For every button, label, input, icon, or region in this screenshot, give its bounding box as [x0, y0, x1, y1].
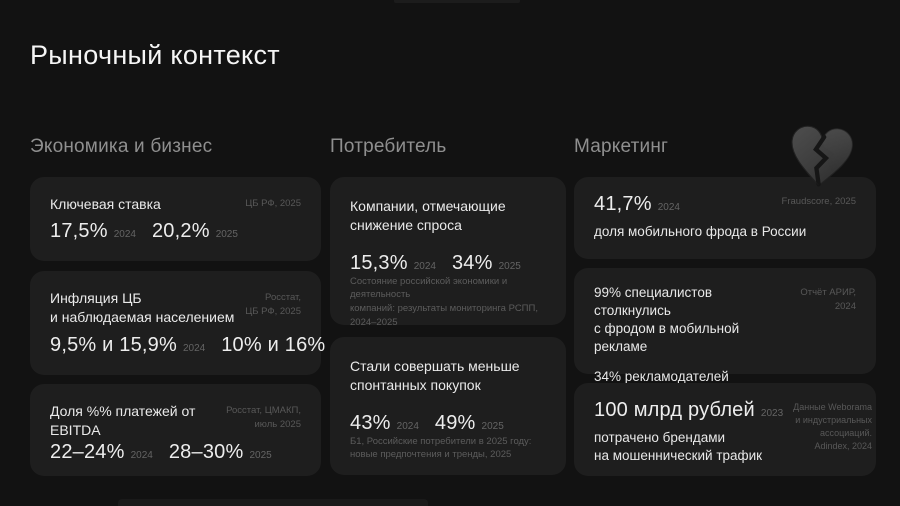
- card-spend-source: Данные Weborama и индустриальных ассоциа…: [793, 402, 873, 452]
- stat-year: 2024: [657, 202, 680, 213]
- card-demand-footnote: Состояние российской экономики и деятель…: [350, 275, 538, 328]
- card-fraud-label: доля мобильного фрода в России: [594, 224, 807, 239]
- card-inflation-label: Инфляция ЦБ и наблюдаемая населением: [50, 290, 235, 326]
- card-ebitda-source: Росстат, ЦМАКП, июль 2025: [226, 405, 301, 430]
- card-inflation: Инфляция ЦБ и наблюдаемая населением Рос…: [30, 271, 354, 375]
- stat-value: 10% и 16%: [221, 334, 326, 356]
- card-mobile-fraud-share: 41,7% 2024 Fraudscore, 2025 доля мобильн…: [574, 177, 876, 259]
- stat-line: 99% специалистов столкнулись с фродом в …: [594, 285, 740, 355]
- stat-year: 2025: [481, 420, 504, 432]
- card-fraud-spend-text: 100 млрд рублей 2023 потрачено брендами …: [594, 399, 783, 465]
- column-consumer-header: Потребитель: [330, 136, 447, 157]
- stat-value: 100 млрд рублей: [594, 399, 755, 421]
- card-fraud-specialists: 99% специалистов столкнулись с фродом в …: [574, 268, 876, 420]
- stat-value: 15,3%: [350, 251, 408, 274]
- column-consumer: Потребитель Компании, отмечающие снижени…: [330, 136, 566, 475]
- card-spend-label: потрачено брендами на мошеннический траф…: [594, 430, 763, 464]
- stat-value: 28–30%: [168, 440, 244, 463]
- column-marketing-header: Маркетинг: [574, 136, 669, 157]
- card-ebitda-payments: Доля %% платежей от EBITDA Росстат, ЦМАК…: [30, 384, 321, 476]
- column-marketing: Маркетинг 41,7% 2024 Fraudscore, 2025 до…: [574, 136, 876, 476]
- stat-year: 2023: [760, 408, 784, 419]
- card-key-rate: Ключевая ставка ЦБ РФ, 2025 17,5% 2024 2…: [30, 177, 321, 261]
- stat-year: 2025: [249, 449, 272, 461]
- card-inflation-source: Росстат, ЦБ РФ, 2025: [245, 292, 301, 317]
- stat-year: 2024: [113, 229, 136, 240]
- card-purchases-label: Стали совершать меньше спонтанных покупо…: [350, 358, 520, 394]
- top-edge-decoration: [394, 0, 520, 3]
- stat-year: 2025: [215, 229, 238, 240]
- stat-value: 20,2%: [151, 220, 210, 242]
- stat-value: 49%: [434, 411, 476, 434]
- stat-year: 2024: [182, 343, 206, 354]
- card-key-rate-source: ЦБ РФ, 2025: [245, 198, 301, 209]
- card-purchases-footnote: Б1, Российские потребители в 2025 году: …: [350, 435, 532, 461]
- card-fraud-spend: 100 млрд рублей 2023 потрачено брендами …: [574, 383, 876, 476]
- stat-value: 43%: [350, 411, 391, 434]
- stat-value: 9,5% и 15,9%: [50, 334, 177, 356]
- card-fraud-source: Fraudscore, 2025: [781, 196, 856, 207]
- stat-value: 41,7%: [594, 193, 652, 215]
- stat-year: 2024: [130, 449, 153, 461]
- stat-value: 34%: [451, 251, 493, 274]
- stat-year: 2024: [396, 420, 419, 432]
- column-economy: Экономика и бизнес Ключевая ставка ЦБ РФ…: [30, 136, 354, 476]
- page-title: Рыночный контекст: [30, 40, 280, 71]
- card-specialists-source: Отчёт АРИР, 2024: [800, 287, 856, 312]
- card-key-rate-label: Ключевая ставка: [50, 196, 161, 212]
- card-demand-label: Компании, отмечающие снижение спроса: [350, 198, 506, 234]
- column-economy-header: Экономика и бизнес: [30, 136, 213, 157]
- card-ebitda-label: Доля %% платежей от EBITDA: [50, 403, 196, 439]
- stat-value: 17,5%: [50, 220, 108, 242]
- card-demand-decline: Компании, отмечающие снижение спроса 15,…: [330, 177, 566, 328]
- bottom-edge-decoration: [118, 499, 428, 506]
- card-spontaneous-purchases: Стали совершать меньше спонтанных покупо…: [330, 337, 566, 475]
- stat-year: 2024: [413, 260, 436, 272]
- stat-year: 2025: [498, 260, 521, 272]
- stat-value: 22–24%: [50, 440, 125, 463]
